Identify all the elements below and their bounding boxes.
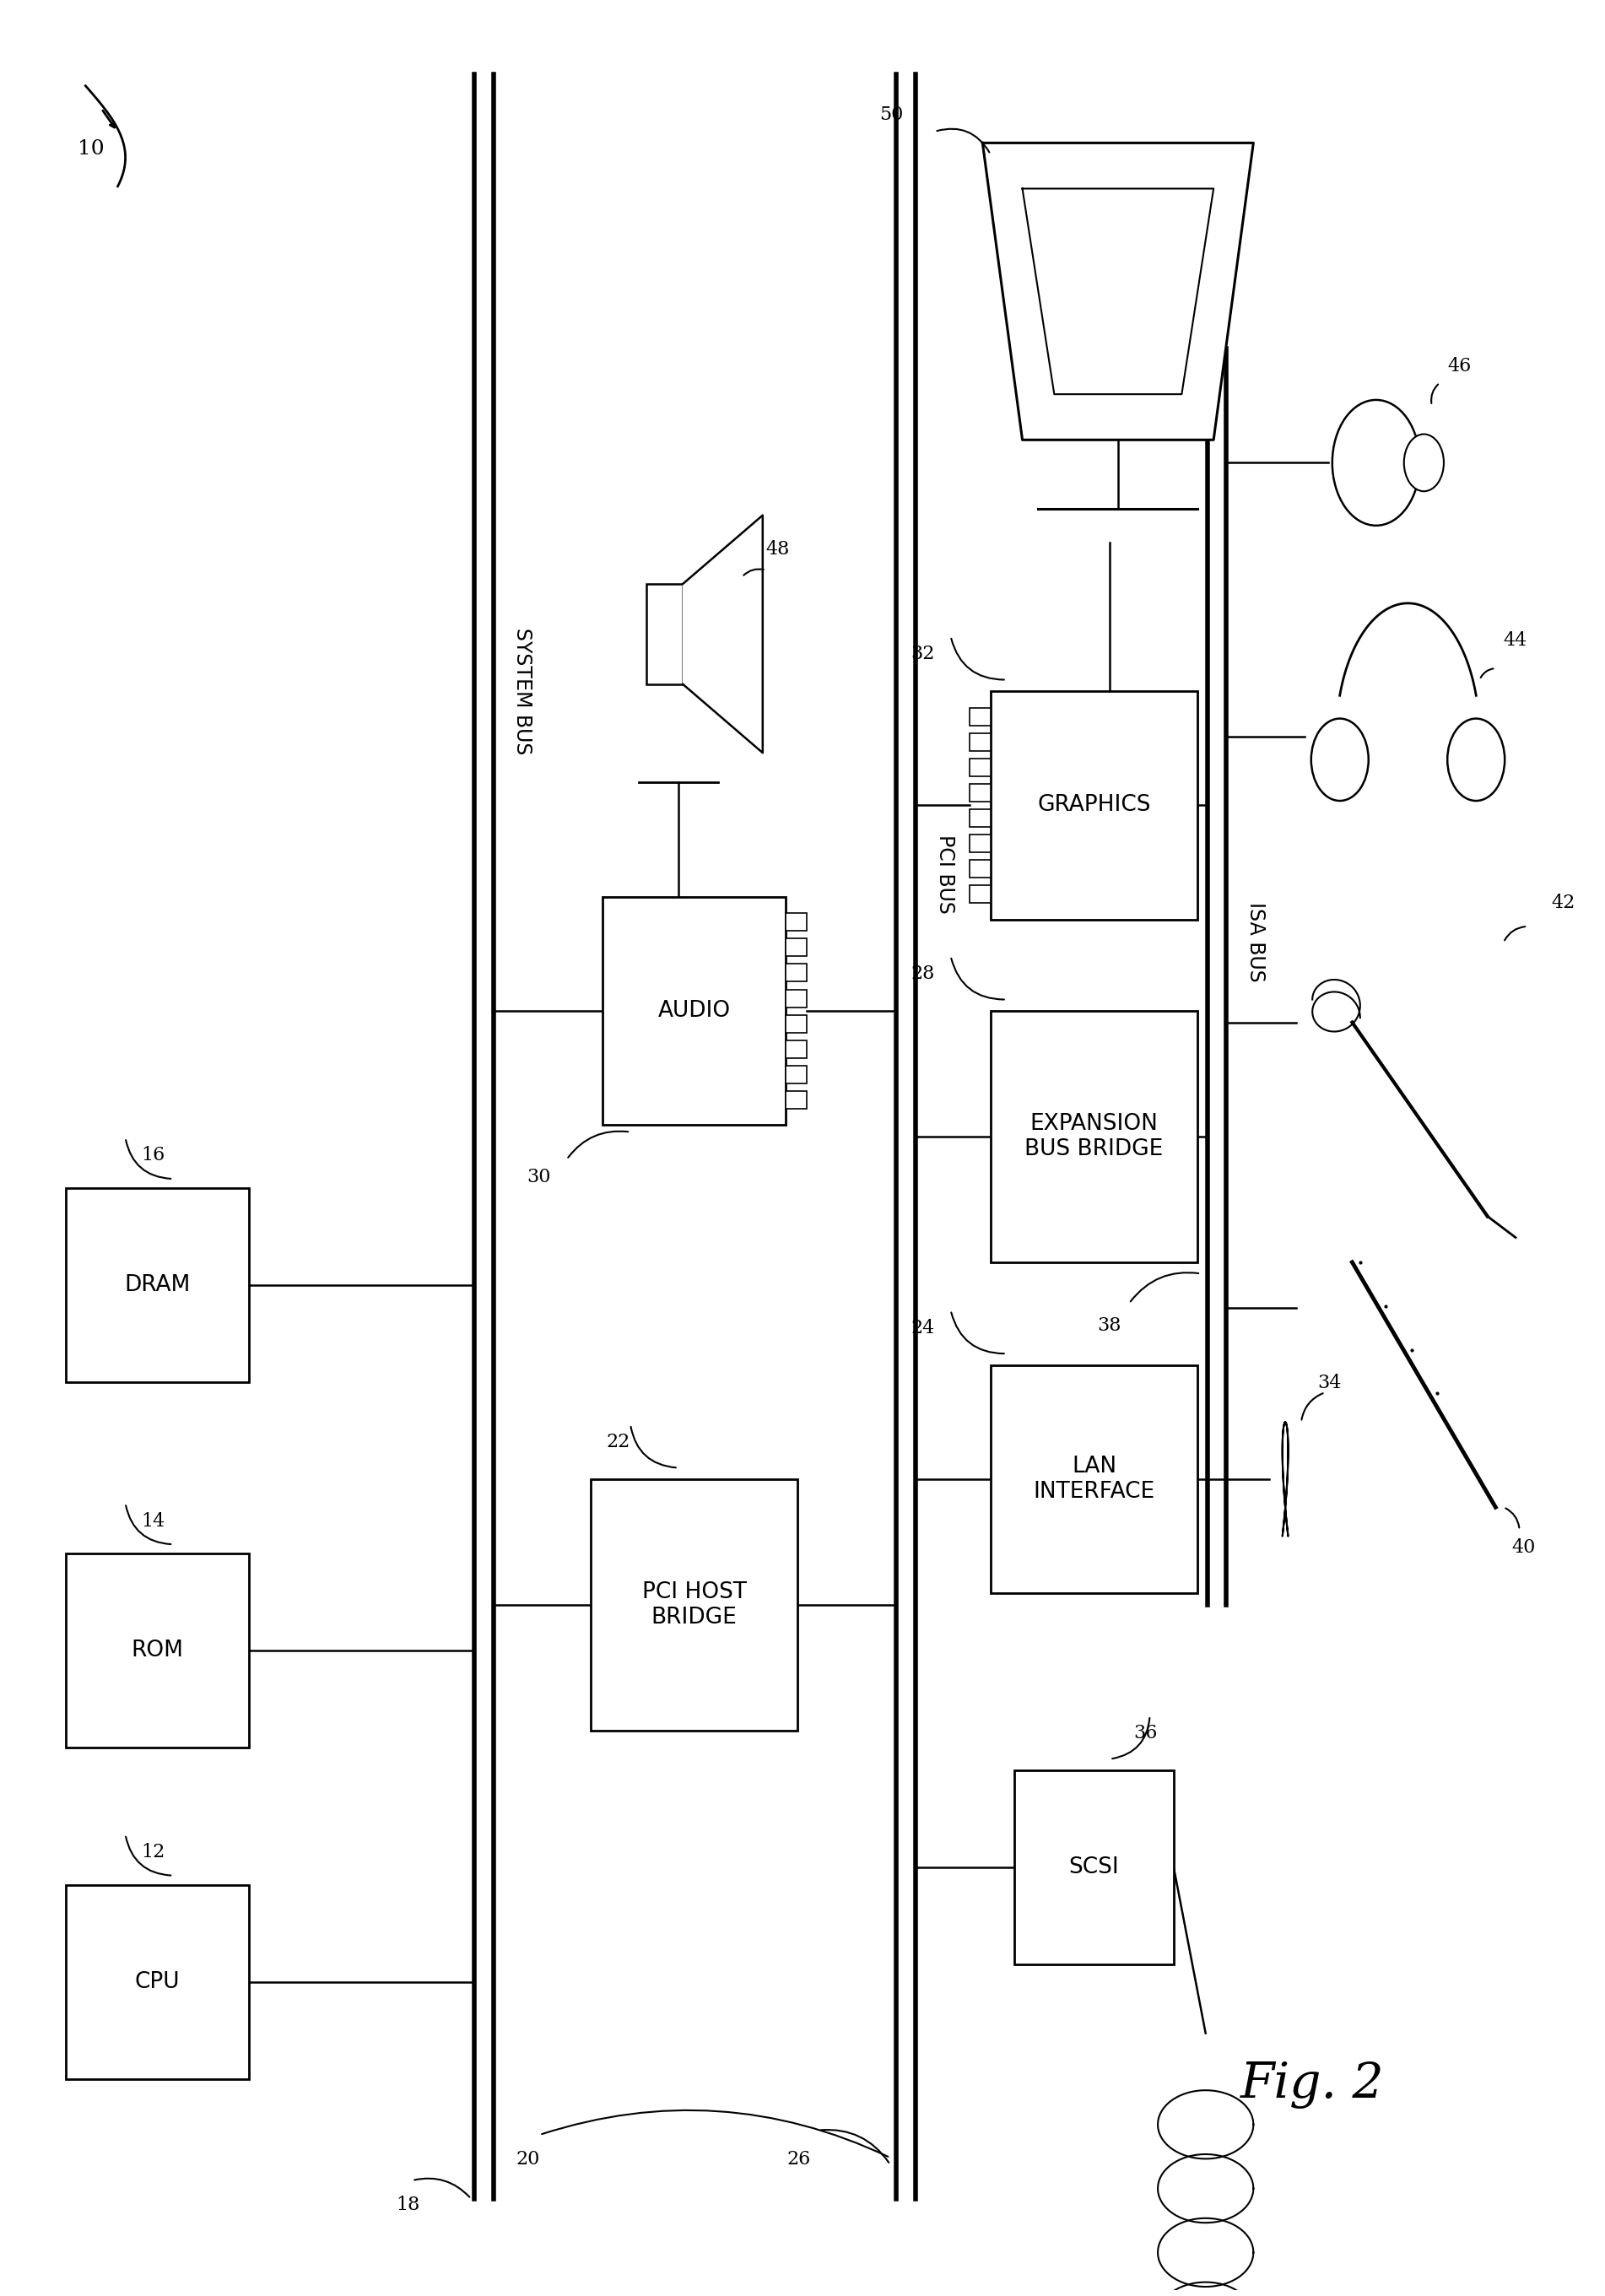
FancyBboxPatch shape [786, 990, 806, 1008]
Text: EXPANSION
BUS BRIDGE: EXPANSION BUS BRIDGE [1024, 1114, 1164, 1159]
Text: 30: 30 [526, 1169, 551, 1187]
Text: 50: 50 [880, 106, 904, 124]
FancyBboxPatch shape [990, 691, 1197, 921]
Polygon shape [684, 514, 762, 753]
FancyBboxPatch shape [969, 758, 990, 776]
FancyBboxPatch shape [969, 886, 990, 902]
Text: 16: 16 [141, 1146, 165, 1164]
FancyBboxPatch shape [969, 861, 990, 877]
FancyBboxPatch shape [786, 939, 806, 957]
Text: 26: 26 [786, 2149, 811, 2170]
Text: 40: 40 [1512, 1538, 1536, 1557]
FancyBboxPatch shape [969, 732, 990, 751]
FancyBboxPatch shape [990, 1366, 1197, 1593]
FancyBboxPatch shape [66, 1554, 249, 1747]
FancyBboxPatch shape [591, 1479, 798, 1731]
Text: 36: 36 [1133, 1724, 1157, 1743]
Text: SYSTEM BUS: SYSTEM BUS [512, 627, 533, 755]
FancyBboxPatch shape [66, 1885, 249, 2078]
FancyBboxPatch shape [647, 583, 684, 684]
Text: 12: 12 [141, 1844, 165, 1862]
Text: CPU: CPU [135, 1970, 180, 1993]
Text: 38: 38 [1098, 1316, 1122, 1334]
Text: Fig. 2: Fig. 2 [1241, 2062, 1385, 2108]
Text: 22: 22 [607, 1433, 631, 1451]
FancyBboxPatch shape [969, 783, 990, 801]
Text: 28: 28 [912, 964, 934, 983]
Text: 20: 20 [515, 2149, 539, 2170]
Ellipse shape [1404, 434, 1444, 491]
Text: DRAM: DRAM [124, 1274, 191, 1295]
FancyBboxPatch shape [969, 707, 990, 726]
FancyBboxPatch shape [602, 898, 786, 1125]
Text: AUDIO: AUDIO [658, 1001, 730, 1022]
Text: 18: 18 [396, 2195, 421, 2213]
FancyBboxPatch shape [786, 964, 806, 983]
Text: 34: 34 [1318, 1373, 1342, 1391]
Text: 46: 46 [1448, 356, 1472, 377]
Text: LAN
INTERFACE: LAN INTERFACE [1034, 1456, 1156, 1504]
FancyBboxPatch shape [66, 1187, 249, 1382]
FancyBboxPatch shape [786, 1091, 806, 1109]
Text: 10: 10 [77, 140, 104, 158]
FancyBboxPatch shape [786, 1040, 806, 1058]
FancyBboxPatch shape [786, 914, 806, 930]
Text: GRAPHICS: GRAPHICS [1037, 794, 1151, 817]
Text: 32: 32 [912, 645, 934, 664]
FancyBboxPatch shape [786, 1015, 806, 1033]
FancyBboxPatch shape [786, 1065, 806, 1084]
FancyBboxPatch shape [969, 808, 990, 827]
Ellipse shape [1332, 400, 1420, 526]
FancyBboxPatch shape [1014, 1770, 1173, 1965]
Text: 48: 48 [766, 540, 790, 558]
Polygon shape [982, 142, 1254, 441]
Text: 42: 42 [1552, 893, 1575, 912]
Text: SCSI: SCSI [1069, 1857, 1119, 1878]
Text: PCI BUS: PCI BUS [934, 833, 955, 914]
FancyBboxPatch shape [990, 1010, 1197, 1263]
Text: ISA BUS: ISA BUS [1245, 902, 1266, 983]
Text: 44: 44 [1504, 631, 1528, 650]
Text: PCI HOST
BRIDGE: PCI HOST BRIDGE [642, 1582, 746, 1628]
Text: 14: 14 [141, 1511, 165, 1529]
Text: 24: 24 [912, 1318, 934, 1336]
FancyBboxPatch shape [969, 833, 990, 852]
Text: ROM: ROM [132, 1639, 183, 1662]
